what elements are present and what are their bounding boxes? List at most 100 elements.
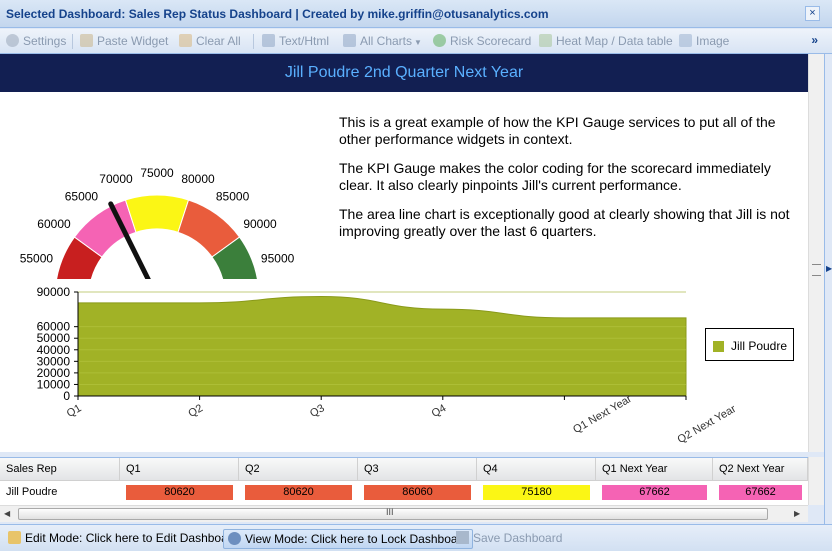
score-cell: 86060 [364,485,471,500]
gauge-tick-label: 75000 [140,166,174,180]
y-tick-label: 50000 [37,331,71,345]
column-header[interactable]: Q3 [358,458,477,481]
scroll-right-icon[interactable]: ▶ [794,509,801,518]
score-cell: 80620 [126,485,233,500]
column-header[interactable]: Q1 [120,458,239,481]
table-cell: 75180 [477,481,596,505]
gauge-tick-label: 55000 [20,252,54,266]
scroll-grip[interactable] [812,264,821,276]
panel-vertical-scrollbar[interactable] [808,54,824,452]
column-header[interactable]: Q1 Next Year [596,458,713,481]
sales-rep-cell: Jill Poudre [0,481,120,505]
y-tick-label: 20000 [37,366,71,380]
score-cell: 75180 [483,485,590,500]
widget-description: This is a great example of how the KPI G… [339,114,801,252]
edit-mode-label: Edit Mode: Click here to Edit Dashboard [25,531,239,545]
description-paragraph: The area line chart is exceptionally goo… [339,206,790,239]
gauge-tick-label: 95000 [261,252,295,266]
gear-icon [6,34,19,47]
toolbar-divider [253,34,254,49]
gauge-tick-label: 85000 [216,190,250,204]
column-header[interactable]: Q2 [239,458,358,481]
table-icon [539,34,552,47]
scroll-thumb[interactable]: III [18,507,768,520]
legend-swatch [713,341,724,352]
y-tick-label: 10000 [37,377,71,391]
heat-map-label: Heat Map / Data table [556,34,673,48]
eye-icon [228,532,241,545]
window-titlebar: Selected Dashboard: Sales Rep Status Das… [0,0,832,28]
settings-button[interactable]: Settings [6,34,66,49]
scorecard-grid: Sales Rep Q1 Q2 Q3 Q4 Q1 Next Year Q2 Ne… [0,457,808,505]
clear-all-button[interactable]: Clear All [179,34,241,49]
image-button[interactable]: Image [679,34,729,49]
score-cell: 80620 [245,485,352,500]
legend-label: Jill Poudre [731,339,788,353]
score-cell: 67662 [602,485,707,500]
paste-icon [80,34,93,47]
save-icon [456,531,469,544]
save-dashboard-button[interactable]: Save Dashboard [452,529,566,549]
edit-mode-button[interactable]: Edit Mode: Click here to Edit Dashboard [4,529,242,549]
column-header[interactable]: Q2 Next Year [713,458,808,481]
table-cell: 67662 [713,481,808,505]
grid-header: Sales Rep Q1 Q2 Q3 Q4 Q1 Next Year Q2 Ne… [0,458,808,481]
scorecard-icon [433,34,446,47]
all-charts-button[interactable]: All Charts ▼ [343,34,422,49]
area-series [77,296,687,397]
toolbar-divider [72,34,73,49]
side-collapse-handle[interactable]: ▶ [824,54,832,524]
paste-widget-button[interactable]: Paste Widget [80,34,168,49]
settings-label: Settings [23,34,67,48]
heat-map-button[interactable]: Heat Map / Data table [539,34,673,49]
grid-vertical-scrollbar[interactable] [808,457,824,505]
close-button[interactable]: × [805,6,820,21]
column-header[interactable]: Q4 [477,458,596,481]
gauge-tick-label: 90000 [243,217,277,231]
x-tick-label: Q2 Next Year [675,403,738,446]
gauge-tick-label: 70000 [99,172,133,186]
kpi-gauge: 5000055000600006500070000750008000085000… [20,166,295,279]
x-tick-label: Q4 [430,402,449,420]
widget-panel: Jill Poudre 2nd Quarter Next Year 50000 5… [0,54,808,452]
table-row[interactable]: Jill Poudre 80620 80620 86060 75180 6766… [0,481,808,505]
all-charts-label: All Charts [360,34,413,48]
table-cell: 86060 [358,481,477,505]
window-title: Selected Dashboard: Sales Rep Status Das… [6,7,549,21]
grid-horizontal-scrollbar[interactable]: ◀ III ▶ [0,505,808,522]
risk-scorecard-label: Risk Scorecard [450,34,532,48]
sales-rep-name: Jill Poudre [6,486,58,498]
save-dashboard-label: Save Dashboard [473,531,563,545]
text-html-button[interactable]: Text/Html [262,34,329,49]
y-tick-label: 60000 [37,320,71,334]
gauge-tick-label: 80000 [181,172,215,186]
x-tick-label: Q2 [186,402,205,420]
chevron-right-icon: ▶ [826,264,832,273]
pencil-icon [8,531,21,544]
view-mode-button[interactable]: View Mode: Click here to Lock Dashboard [223,529,474,549]
table-cell: 80620 [120,481,239,505]
description-paragraph: This is a great example of how the KPI G… [339,114,776,147]
y-tick-label: 90000 [37,285,71,299]
gauge-tick-label: 60000 [37,217,71,231]
widget-header: Jill Poudre 2nd Quarter Next Year [0,54,808,92]
image-icon [679,34,692,47]
view-mode-label: View Mode: Click here to Lock Dashboard [245,532,469,546]
text-html-label: Text/Html [279,34,330,48]
risk-scorecard-button[interactable]: Risk Scorecard [433,34,531,49]
toolbar-overflow-button[interactable]: » [811,33,818,47]
scroll-left-icon[interactable]: ◀ [4,509,11,518]
y-tick-label: 30000 [37,354,71,368]
bar-chart-icon [343,34,356,47]
column-header[interactable]: Sales Rep [0,458,120,481]
gauge-band [211,236,258,279]
table-cell: 67662 [596,481,713,505]
eraser-icon [179,34,192,47]
image-label: Image [696,34,730,48]
gauge-needle [108,201,151,279]
x-tick-label: Q1 Next Year [571,393,634,436]
score-cell: 67662 [719,485,802,500]
x-tick-label: Q3 [308,402,327,420]
paste-widget-label: Paste Widget [97,34,169,48]
